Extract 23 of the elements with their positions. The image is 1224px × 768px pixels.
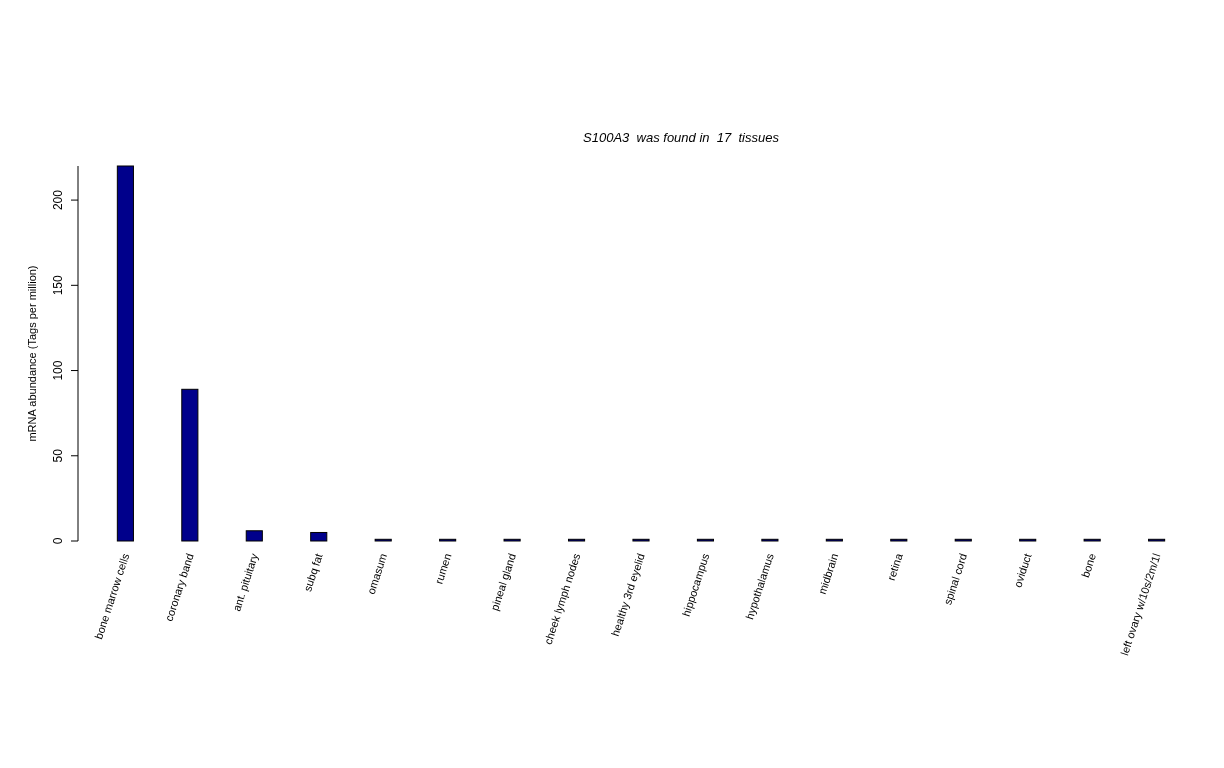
x-tick-label: spinal cord [941, 551, 970, 607]
y-tick-label: 0 [51, 537, 65, 545]
y-tick-label: 200 [51, 189, 65, 211]
x-tick-label: oviduct [1011, 551, 1034, 589]
chart-title: S100A3 was found in 17 tissues [583, 130, 780, 145]
bar [181, 388, 199, 542]
x-tick-label: rumen [432, 551, 454, 586]
bar [116, 165, 134, 542]
x-tick-label: subq fat [301, 551, 325, 593]
x-tick-label: bone [1079, 551, 1099, 579]
x-tick-label: midbrain [815, 551, 841, 596]
y-tick-label: 150 [51, 274, 65, 296]
x-tick-label: retina [884, 551, 905, 582]
x-tick-label: cheek lymph nodes [541, 551, 583, 646]
x-tick-label: omasum [364, 551, 390, 596]
bar [245, 530, 263, 542]
y-tick-label: 100 [51, 360, 65, 381]
x-tick-label: ant. pituitary [230, 551, 261, 613]
y-axis-title: mRNA abundance (Tags per million) [26, 265, 38, 442]
y-tick-label: 50 [51, 448, 65, 463]
x-tick-label: pineal gland [488, 551, 518, 613]
x-tick-label: bone marrow cells [92, 551, 132, 641]
bar [310, 531, 328, 542]
